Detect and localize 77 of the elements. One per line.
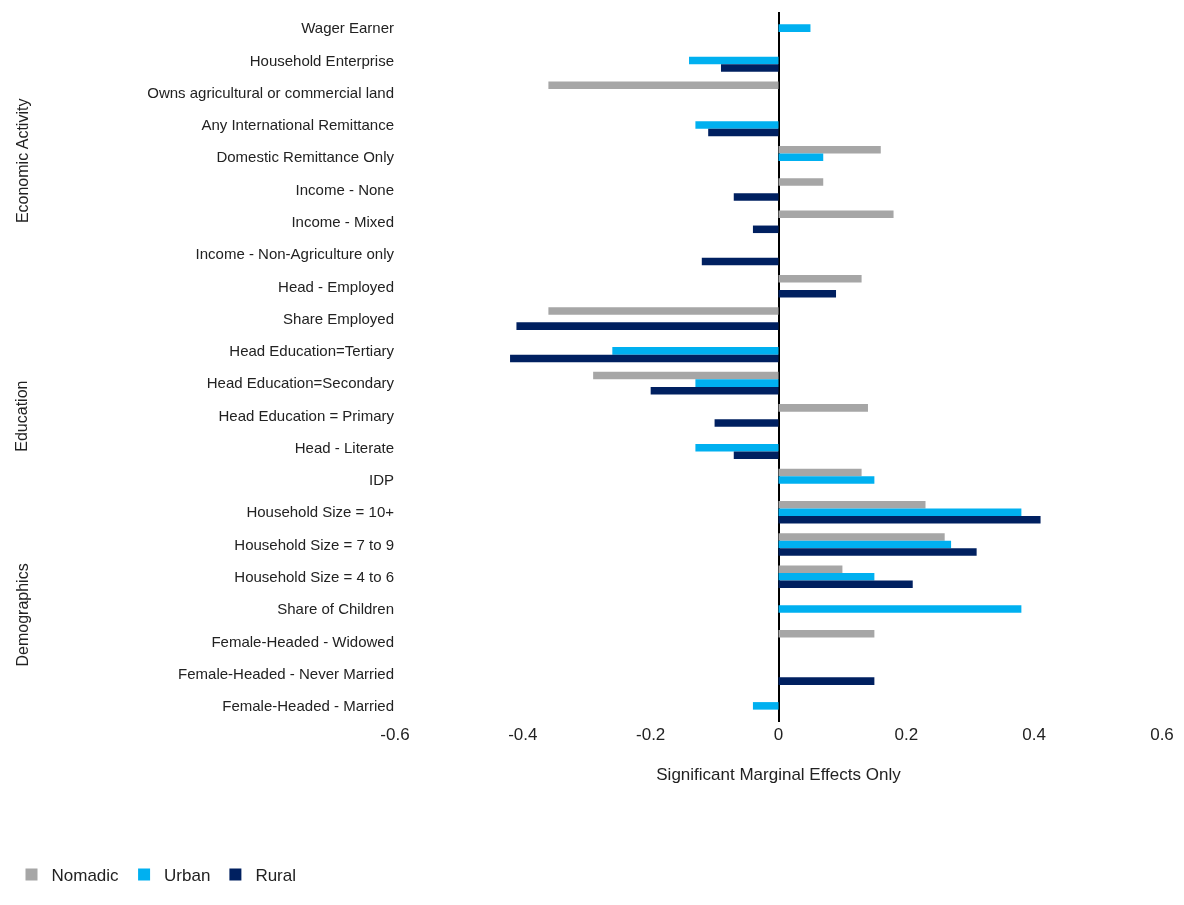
x-tick-label: -0.6 [380, 725, 410, 744]
bar [778, 476, 875, 484]
bar [516, 322, 779, 330]
bar [548, 307, 779, 315]
bar [778, 404, 868, 412]
bar [778, 24, 811, 32]
y-tick-label: Income - Non-Agriculture only [195, 245, 395, 263]
y-tick-label: Any International Remittance [201, 116, 394, 134]
y-tick-label: Wager Earner [301, 19, 394, 37]
bar [752, 702, 779, 710]
bar [720, 64, 779, 72]
bar [778, 500, 926, 509]
y-tick-label: Head Education=Secondary [206, 374, 395, 392]
bar [778, 540, 952, 549]
y-tick-label: Household Size = 7 to 9 [234, 535, 394, 553]
y-tick-label: Share of Children [277, 600, 394, 618]
bar [778, 145, 881, 154]
y-tick-label: Female-Headed - Widowed [211, 632, 394, 650]
y-tick-label: Female-Headed - Married [222, 697, 394, 715]
bar [778, 573, 875, 581]
bar [778, 533, 945, 541]
y-tick-label: Household Enterprise [249, 51, 394, 69]
bar [733, 451, 779, 459]
bar [708, 128, 779, 137]
bar [778, 210, 894, 219]
y-tick-label: IDP [368, 471, 394, 489]
bar [695, 443, 779, 452]
bar [714, 419, 779, 427]
y-tick-label: Household Size = 4 to 6 [234, 568, 394, 586]
y-tick-label: Income - Mixed [291, 213, 394, 231]
x-tick-label: 0.6 [1150, 725, 1174, 744]
y-tick-label: Owns agricultural or commercial land [147, 83, 394, 101]
bar [778, 290, 837, 298]
bar [778, 630, 875, 638]
bar [778, 275, 862, 283]
legend-label: Rural [255, 866, 297, 886]
bar [778, 153, 824, 161]
x-axis-title: Significant Marginal Effects Only [656, 765, 902, 785]
legend-label: Urban [164, 866, 211, 886]
x-tick-label: -0.2 [636, 725, 666, 744]
y-tick-label: Head Education=Tertiary [229, 342, 395, 360]
y-tick-label: Female-Headed - Never Married [178, 664, 394, 682]
bar [778, 548, 977, 556]
bar [778, 565, 843, 574]
x-tick-label: 0 [773, 725, 784, 744]
bar [548, 81, 779, 89]
bar [695, 379, 779, 387]
y-tick-label: Household Size = 10+ [246, 503, 395, 521]
bar [778, 178, 824, 186]
y-tick-label: Head - Literate [294, 438, 394, 456]
bar [778, 677, 875, 685]
y-tick-label: Domestic Remittance Only [216, 148, 395, 166]
bar [778, 468, 862, 477]
x-tick-label: 0.4 [1022, 725, 1046, 744]
y-tick-label: Share Employed [283, 309, 394, 327]
y-tick-label: Head Education = Primary [218, 406, 395, 424]
bar [778, 515, 1041, 524]
bar [778, 508, 1022, 516]
y-tick-label: Head - Employed [278, 277, 394, 295]
x-tick-label: 0.2 [894, 725, 919, 744]
bar [650, 386, 779, 395]
legend-label: Nomadic [51, 866, 120, 886]
bar [695, 121, 779, 129]
bar [778, 580, 913, 589]
text: Economic Activity [13, 98, 31, 224]
bar [612, 347, 779, 355]
bar [510, 354, 779, 363]
bar [701, 257, 779, 266]
x-tick-label: -0.4 [508, 725, 538, 744]
bar [593, 371, 779, 380]
y-tick-label: Income - None [295, 180, 394, 198]
text: Demographics [13, 563, 31, 667]
bar [752, 225, 779, 234]
bar [689, 56, 779, 65]
bar [733, 193, 779, 201]
text: Education [13, 380, 31, 452]
bar [778, 605, 1022, 613]
